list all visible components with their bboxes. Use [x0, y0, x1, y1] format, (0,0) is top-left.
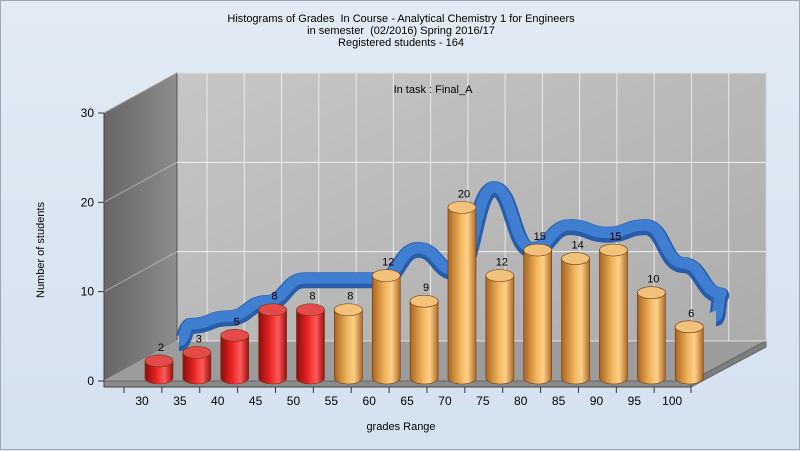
y-tick-label: 30: [81, 106, 95, 120]
bar-cap: [144, 354, 174, 368]
chart-title: Histograms of Grades In Course - Analyti…: [1, 13, 800, 49]
data-label: 5: [234, 316, 240, 328]
x-tick-label: 65: [400, 394, 414, 408]
data-label: 6: [688, 308, 694, 320]
bar-body: [523, 249, 553, 385]
x-tick-label: 35: [173, 394, 187, 408]
y-tick-label: 20: [81, 195, 95, 209]
bar-body: [561, 258, 590, 385]
data-label: 8: [347, 291, 353, 303]
bar-55: 8: [334, 291, 363, 385]
bar-body: [258, 309, 287, 385]
bar-cap: [599, 243, 628, 257]
bar-body: [409, 300, 439, 385]
bar-body: [220, 335, 250, 385]
bar-cap: [674, 320, 704, 334]
grid-line-side: [103, 251, 178, 293]
title-line-3: Registered students - 164: [338, 37, 464, 49]
grid-lines: [103, 72, 767, 382]
bar-body: [447, 207, 477, 385]
data-label: 2: [158, 342, 164, 354]
bar-cap: [334, 303, 363, 317]
x-tick-label: 75: [476, 394, 490, 408]
bar-90: 15: [599, 231, 628, 385]
bar-cap: [637, 286, 666, 299]
data-label: 10: [647, 274, 659, 286]
bar-body: [599, 249, 628, 385]
x-tick-label: 60: [363, 394, 377, 408]
data-label: 15: [534, 231, 546, 243]
x-tick-label: 100: [662, 394, 682, 408]
bar-body: [674, 326, 704, 385]
bar-cap: [371, 269, 401, 282]
title-line-2: in semester (02/2016) Spring 2016/17: [307, 25, 495, 37]
title-line-1: Histograms of Grades In Course - Analyti…: [227, 13, 575, 25]
bar-cap: [523, 243, 553, 257]
y-tick-label: 0: [87, 374, 94, 388]
data-label: 12: [382, 257, 394, 269]
side-wall: [103, 72, 178, 382]
bars-group: 2 3 5 8 8 8 12 9 20 12 15 14 15 10 6: [144, 188, 704, 385]
x-tick-label: 55: [325, 394, 339, 408]
bar-95: 10: [637, 274, 666, 385]
bar-100: 6: [674, 308, 704, 385]
data-label: 9: [423, 282, 429, 294]
bar-cap: [258, 303, 287, 317]
x-tick-label: 95: [628, 394, 642, 408]
x-tick-label: 85: [552, 394, 566, 408]
bar-45: 8: [258, 291, 287, 385]
chart-subtitle: In task : Final_A: [394, 84, 474, 96]
y-axis-label: Number of students: [35, 202, 47, 298]
bar-cap: [409, 294, 439, 308]
bar-cap: [220, 329, 250, 342]
bar-75: 12: [485, 257, 515, 385]
x-tick-label: 70: [438, 394, 452, 408]
bar-body: [637, 292, 666, 385]
bar-cap: [447, 201, 477, 214]
x-tick-label: 45: [249, 394, 263, 408]
data-label: 20: [458, 188, 470, 200]
bar-cap: [561, 252, 590, 265]
x-tick-label: 90: [590, 394, 604, 408]
bar-body: [334, 309, 363, 385]
bar-60: 12: [371, 257, 401, 385]
bar-85: 14: [561, 240, 590, 385]
data-label: 15: [609, 231, 621, 243]
grid-line-side: [103, 72, 178, 114]
bar-body: [182, 352, 212, 385]
bar-body: [296, 309, 325, 385]
bar-30: 2: [144, 342, 174, 385]
bar-35: 3: [182, 333, 212, 385]
bar-cap: [296, 303, 325, 317]
x-tick-label: 80: [514, 394, 528, 408]
data-label: 14: [571, 240, 583, 252]
bar-cap: [485, 269, 515, 282]
bar-65: 9: [409, 282, 439, 385]
bar-70: 20: [447, 188, 477, 385]
data-label: 12: [496, 257, 508, 269]
data-label: 8: [309, 291, 315, 303]
data-label: 3: [196, 333, 202, 345]
bar-50: 8: [296, 291, 325, 385]
bar-40: 5: [220, 316, 250, 385]
x-tick-label: 30: [135, 394, 149, 408]
x-tick-label: 40: [211, 394, 225, 408]
bar-body: [485, 275, 515, 385]
x-axis-label: grades Range: [366, 421, 436, 433]
grid-line-side: [103, 161, 178, 203]
grid-line-side: [103, 340, 178, 382]
bar-body: [371, 275, 401, 385]
y-tick-label: 10: [81, 285, 95, 299]
data-label: 8: [272, 291, 278, 303]
x-tick-label: 50: [287, 394, 301, 408]
bar-body: [144, 360, 174, 385]
bar-80: 15: [523, 231, 553, 385]
bar-cap: [182, 346, 212, 359]
